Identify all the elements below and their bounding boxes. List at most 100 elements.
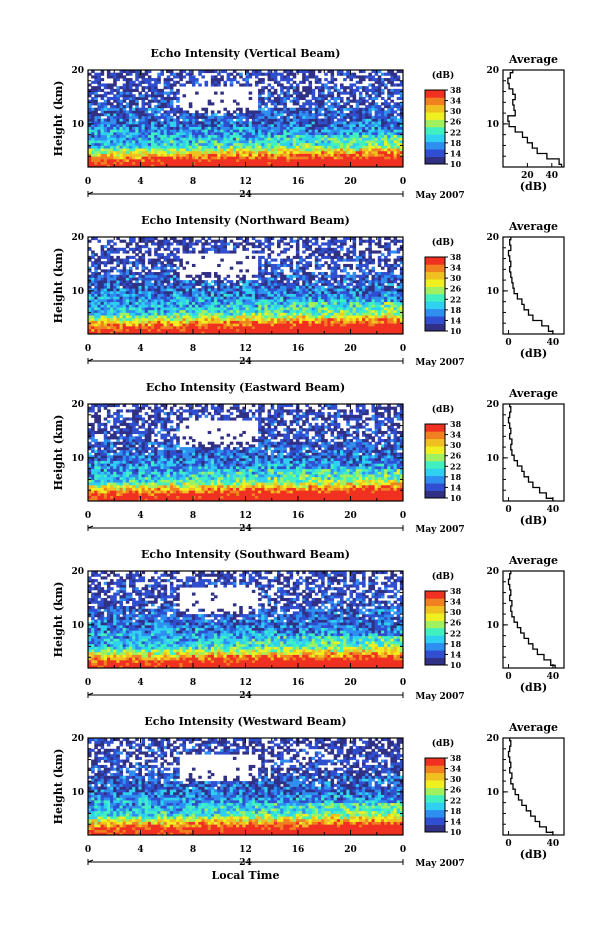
heatmap-cell <box>173 328 177 332</box>
heatmap-cell <box>371 118 376 122</box>
heatmap-cell <box>154 156 158 160</box>
heatmap-cell <box>122 110 127 114</box>
heatmap-cell <box>380 296 385 300</box>
heatmap-cell <box>185 164 190 168</box>
heatmap-cell <box>122 150 127 154</box>
heatmap-cell <box>188 158 193 163</box>
heatmap-cell <box>163 331 168 335</box>
heatmap-cell <box>355 75 360 79</box>
heatmap-cell <box>340 328 344 332</box>
heatmap-cell <box>100 102 105 106</box>
heatmap-cell <box>384 164 388 168</box>
heatmap-cell <box>387 110 391 114</box>
heatmap-cell <box>324 150 328 154</box>
heatmap-cell <box>214 315 218 319</box>
heatmap-cell <box>160 317 164 321</box>
heatmap-cell <box>333 140 338 144</box>
heatmap-cell <box>154 317 158 321</box>
heatmap-cell <box>91 88 95 92</box>
heatmap-cell <box>308 309 313 313</box>
heatmap-cell <box>103 298 108 303</box>
heatmap-cell <box>128 148 133 152</box>
heatmap-cell <box>204 317 209 321</box>
heatmap-cell <box>229 142 234 146</box>
heatmap-cell <box>399 123 404 127</box>
heatmap-cell <box>97 75 101 79</box>
heatmap-cell <box>176 296 180 300</box>
heatmap-cell <box>113 134 117 138</box>
heatmap-cell <box>352 301 357 305</box>
heatmap-cell <box>399 126 404 130</box>
heatmap-cell <box>195 78 199 82</box>
heatmap-cell <box>377 161 382 165</box>
heatmap-cell <box>374 325 379 330</box>
heatmap-cell <box>349 134 353 138</box>
heatmap-cell <box>399 315 404 319</box>
heatmap-cell <box>258 304 262 308</box>
heatmap-cell <box>336 137 341 141</box>
heatmap-cell <box>317 148 322 152</box>
heatmap-cell <box>286 156 290 160</box>
heatmap-cell <box>333 105 338 109</box>
heatmap-cell <box>277 298 281 303</box>
heatmap-cell <box>248 288 253 292</box>
heatmap-cell <box>106 148 111 152</box>
heatmap-cell <box>387 72 391 76</box>
heatmap-cell <box>295 307 300 311</box>
heatmap-cell <box>163 105 168 109</box>
heatmap-cell <box>173 75 177 79</box>
heatmap-cell <box>343 107 347 111</box>
heatmap-cell <box>305 121 309 125</box>
heatmap-cell <box>122 145 127 149</box>
heatmap-cell <box>368 323 372 327</box>
heatmap-cell <box>355 317 360 321</box>
heatmap-cell <box>352 83 357 87</box>
heatmap-cell <box>358 315 363 319</box>
heatmap-cell <box>154 94 158 98</box>
heatmap-cell <box>94 325 98 330</box>
heatmap-cell <box>116 282 120 286</box>
heatmap-cell <box>88 110 92 114</box>
heatmap-cell <box>371 102 376 106</box>
heatmap-cell <box>270 331 275 335</box>
heatmap-cell <box>138 298 142 303</box>
heatmap-cell <box>261 145 265 149</box>
heatmap-cell <box>258 317 262 321</box>
heatmap-cell <box>191 164 196 168</box>
heatmap-cell <box>254 290 259 294</box>
heatmap-cell <box>295 137 300 141</box>
heatmap-cell <box>122 86 127 90</box>
heatmap-cell <box>151 96 155 101</box>
heatmap-cell <box>154 123 158 127</box>
heatmap-cell <box>292 315 297 319</box>
heatmap-cell <box>201 288 205 292</box>
heatmap-cell <box>254 315 259 319</box>
heatmap-cell <box>113 131 117 136</box>
heatmap-cell <box>198 323 202 327</box>
heatmap-cell <box>365 86 369 90</box>
heatmap-cell <box>128 331 133 335</box>
heatmap-cell <box>299 153 303 157</box>
heatmap-cell <box>368 75 372 79</box>
heatmap-cell <box>399 129 404 133</box>
heatmap-cell <box>195 91 199 95</box>
heatmap-cell <box>113 113 117 117</box>
heatmap-cell <box>371 282 376 286</box>
heatmap-cell <box>333 150 338 154</box>
heatmap-cell <box>91 150 95 154</box>
heatmap-cell <box>295 309 300 313</box>
heatmap-cell <box>245 312 250 316</box>
heatmap-cell <box>305 296 309 300</box>
heatmap-cell <box>176 145 180 149</box>
heatmap-cell <box>254 298 259 303</box>
heatmap-cell <box>311 317 316 321</box>
heatmap-cell <box>264 96 268 101</box>
heatmap-cell <box>166 137 171 141</box>
heatmap-cell <box>380 96 385 101</box>
heatmap-cell <box>340 83 344 87</box>
heatmap-cell <box>390 70 394 74</box>
heatmap-cell <box>220 129 224 133</box>
heatmap-cell <box>352 156 357 160</box>
heatmap-cell <box>232 304 237 308</box>
heatmap-cell <box>248 140 253 144</box>
